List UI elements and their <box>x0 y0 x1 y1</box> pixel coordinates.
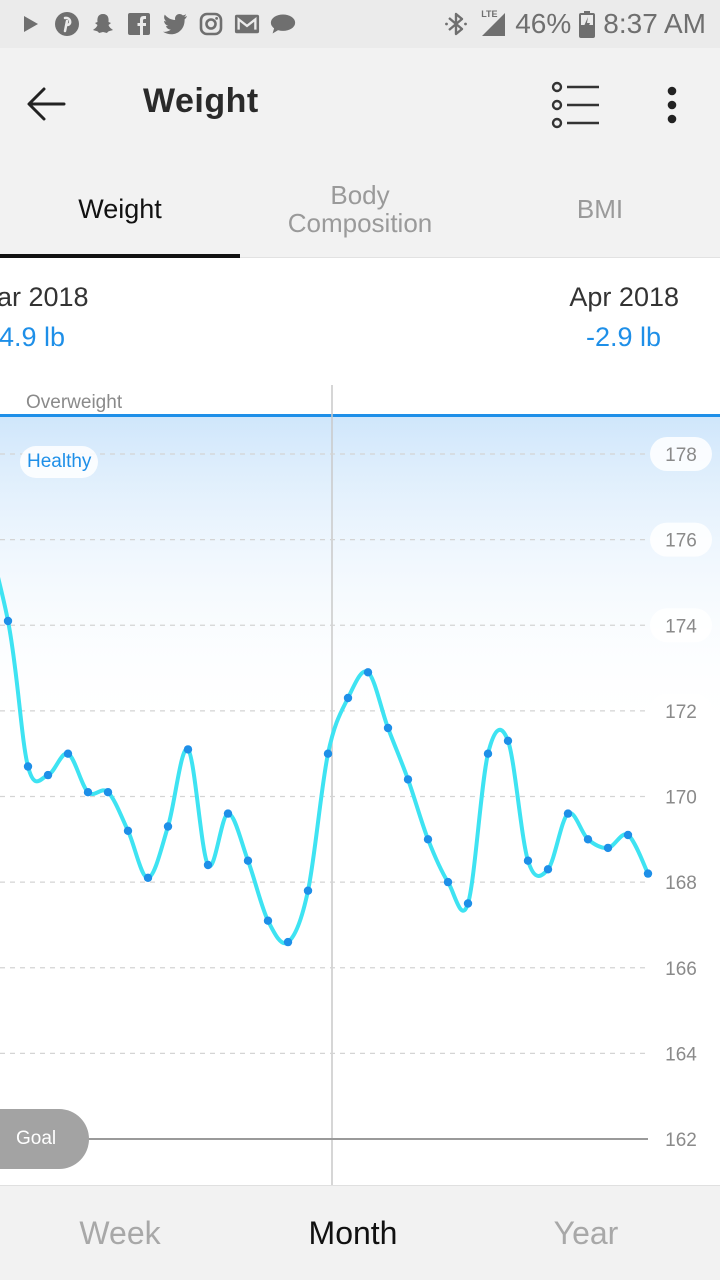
goal-pill[interactable]: Goal <box>0 1109 89 1169</box>
weight-data-point <box>103 788 113 797</box>
chat-bubble-icon <box>270 11 296 37</box>
weight-data-point <box>323 749 333 758</box>
weight-data-point <box>43 770 53 780</box>
snapchat-icon <box>90 11 116 37</box>
weight-data-point <box>643 869 653 878</box>
weight-data-point <box>423 835 433 844</box>
weight-data-point <box>243 856 253 865</box>
clock: 8:37 AM <box>603 8 706 39</box>
weight-data-point <box>343 693 353 703</box>
tab-weight[interactable]: Weight <box>0 160 240 258</box>
battery-percent: 46% <box>515 8 572 39</box>
weight-data-point <box>3 616 13 626</box>
current-period-delta: -2.9 lb <box>585 322 661 352</box>
range-year[interactable]: Year <box>466 1186 706 1280</box>
back-button[interactable] <box>22 82 70 126</box>
network-label: LTE <box>481 9 498 19</box>
tab-body-composition-label: Body Composition <box>287 180 433 238</box>
status-bar: LTE 46% 8:37 AM <box>0 0 720 48</box>
y-tick-label: 164 <box>665 1044 697 1065</box>
battery-charging-icon <box>579 11 596 38</box>
list-view-icon <box>551 81 599 129</box>
weight-data-point <box>543 865 553 874</box>
goal-label: Goal <box>16 1128 57 1149</box>
y-tick-label: 176 <box>665 531 697 552</box>
weight-data-point <box>163 822 173 831</box>
y-tick-label: 178 <box>665 445 697 466</box>
tab-body-composition[interactable]: Body Composition <box>240 160 480 258</box>
play-icon <box>18 11 44 37</box>
instagram-icon <box>198 11 224 37</box>
weight-data-point <box>523 856 533 865</box>
healthy-zone-fill <box>0 415 720 736</box>
y-tick-label: 172 <box>665 702 697 723</box>
weight-data-point <box>183 745 193 754</box>
range-week[interactable]: Week <box>0 1186 240 1280</box>
metric-tabs: Weight Body Composition BMI <box>0 160 720 258</box>
weight-data-point <box>483 749 493 758</box>
weight-chart[interactable]: 178 176 174 172 170 168 166 164 162 <box>0 385 720 1185</box>
weight-data-point <box>283 937 293 947</box>
weight-data-point <box>143 873 153 882</box>
range-week-label: Week <box>79 1215 161 1251</box>
back-arrow-icon <box>27 87 66 121</box>
tab-bmi[interactable]: BMI <box>480 160 720 258</box>
page-title: Weight <box>143 82 259 120</box>
lte-signal-icon: LTE <box>477 9 507 37</box>
weight-data-point <box>403 775 413 784</box>
gmail-icon <box>234 11 260 37</box>
tick-label-bg <box>650 437 712 471</box>
system-status: LTE 46% 8:37 AM <box>443 8 706 40</box>
y-tick-label: 162 <box>665 1130 697 1151</box>
notification-icons <box>18 11 296 37</box>
weight-data-point <box>63 749 73 758</box>
weight-data-point <box>23 762 33 771</box>
weight-data-point <box>303 886 313 895</box>
pinterest-icon <box>54 11 80 37</box>
range-month[interactable]: Month <box>233 1186 473 1280</box>
tab-weight-label: Weight <box>78 194 162 224</box>
range-month-label: Month <box>308 1215 398 1251</box>
app-bar: Weight <box>0 48 720 160</box>
weight-data-point <box>463 899 473 908</box>
weight-data-point <box>443 877 453 887</box>
prev-period-delta: -4.9 lb <box>0 322 66 352</box>
twitter-icon <box>162 11 188 37</box>
y-tick-label: 166 <box>665 959 697 980</box>
weight-data-point <box>203 860 213 870</box>
zone-label-overweight: Overweight <box>26 392 123 413</box>
y-tick-label: 168 <box>665 873 697 894</box>
weight-data-point <box>363 668 373 677</box>
current-period-label[interactable]: Apr 2018 <box>569 282 679 312</box>
zone-badge-healthy: Healthy <box>20 446 99 478</box>
active-tab-indicator <box>0 254 240 258</box>
more-options-button[interactable] <box>652 78 692 132</box>
tick-label-bg <box>650 608 712 643</box>
weight-data-point <box>563 809 573 818</box>
more-vert-icon <box>667 86 677 124</box>
weight-data-point <box>223 809 233 818</box>
weight-data-point <box>623 830 633 840</box>
tick-label-bg <box>650 693 712 728</box>
y-tick-label: 174 <box>665 616 697 637</box>
weight-data-point <box>383 723 393 733</box>
weight-data-point <box>123 826 133 835</box>
prev-period-label[interactable]: ar 2018 <box>0 282 89 312</box>
weight-data-point <box>83 788 93 797</box>
y-tick-label: 170 <box>665 788 697 809</box>
weight-data-point <box>263 916 273 925</box>
bluetooth-icon <box>443 11 469 37</box>
range-tabs: Week Month Year <box>0 1185 720 1280</box>
weight-data-point <box>503 736 513 745</box>
weight-data-point <box>603 843 613 853</box>
tick-label-bg <box>650 522 712 557</box>
list-view-button[interactable] <box>548 78 604 132</box>
facebook-icon <box>126 11 152 37</box>
range-year-label: Year <box>553 1215 619 1251</box>
tab-bmi-label: BMI <box>576 194 624 224</box>
weight-data-point <box>583 835 593 844</box>
